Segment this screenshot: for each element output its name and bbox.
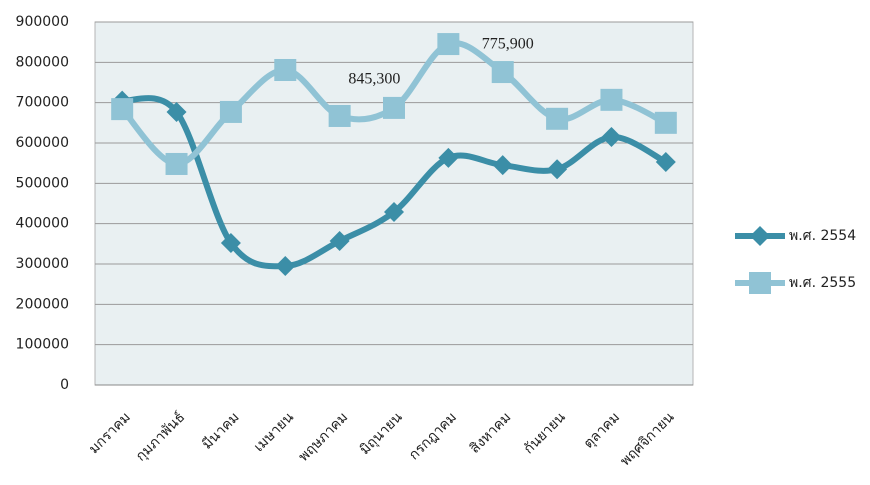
marker [219, 100, 242, 123]
marker [600, 88, 623, 111]
legend-label: พ.ศ. 2555 [789, 275, 856, 291]
marker [547, 159, 568, 180]
y-tick-label: 100000 [16, 337, 69, 353]
x-tick-label: ตุลาคม [581, 409, 624, 452]
y-tick-label: 500000 [16, 175, 69, 191]
marker [274, 58, 297, 81]
x-tick-label: พฤษภาคม [296, 409, 352, 465]
marker [437, 33, 460, 56]
y-tick-label: 900000 [16, 14, 69, 30]
marker [384, 201, 404, 222]
y-tick-label: 600000 [16, 135, 69, 151]
data-label: 775,900 [482, 36, 534, 53]
marker [275, 256, 296, 277]
x-tick-label: กุมภาพันธ์ [132, 409, 188, 465]
marker [601, 126, 622, 147]
marker [749, 272, 771, 294]
marker [546, 107, 569, 130]
marker [111, 98, 134, 121]
marker [492, 155, 513, 176]
marker [220, 233, 241, 254]
y-tick-label: 0 [60, 377, 69, 393]
marker [328, 104, 351, 127]
y-tick-label: 800000 [16, 54, 69, 70]
marker [438, 147, 459, 168]
x-tick-label: เมษายน [251, 409, 297, 455]
data-label: 845,300 [348, 71, 400, 88]
y-tick-label: 300000 [16, 256, 69, 272]
marker [750, 226, 770, 246]
series-line [121, 95, 668, 270]
y-tick-label: 200000 [16, 296, 69, 312]
marker [165, 152, 188, 175]
marker [383, 96, 405, 119]
marker [655, 151, 676, 172]
legend-label: พ.ศ. 2554 [789, 228, 856, 244]
x-tick-label: สิงหาคม [467, 409, 514, 456]
marker [329, 231, 350, 252]
marker [654, 111, 677, 134]
x-tick-label: มิถุนายน [357, 409, 406, 458]
y-tick-label: 400000 [16, 216, 69, 232]
x-tick-label: มกราคม [86, 409, 134, 457]
x-tick-label: พฤศจิกายน [617, 409, 677, 469]
x-tick-label: กันยายน [521, 409, 569, 457]
y-tick-label: 700000 [16, 95, 69, 111]
marker [166, 101, 187, 122]
marker [491, 61, 514, 84]
x-tick-label: กรกฎาคม [406, 409, 460, 463]
x-tick-label: มีนาคม [199, 409, 242, 452]
